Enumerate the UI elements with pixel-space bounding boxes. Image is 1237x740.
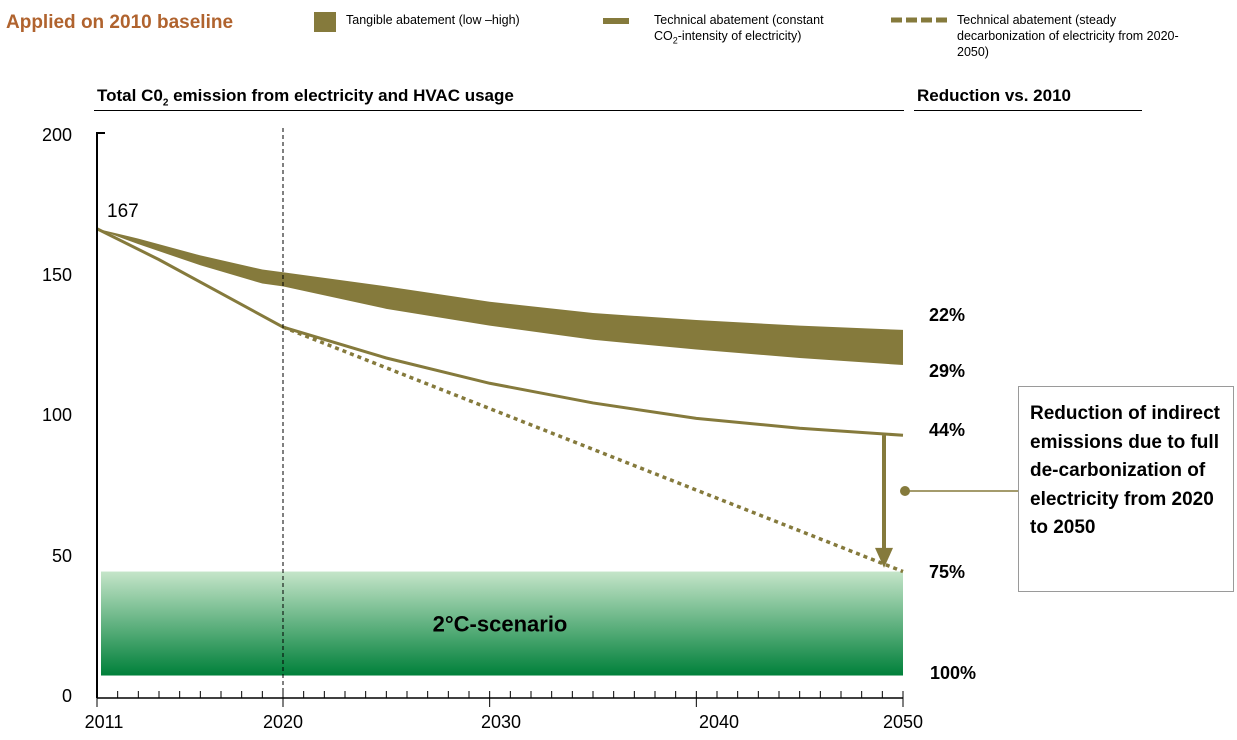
solid-abatement-line xyxy=(96,227,904,437)
reduction-arrow xyxy=(875,435,893,568)
arrow-head xyxy=(875,547,893,568)
reduction-percent-label: 22% xyxy=(929,304,966,325)
legend-line-sub: 2 xyxy=(672,35,678,46)
x-tick-label: 2040 xyxy=(698,712,740,732)
y-tick-label: 0 xyxy=(61,686,72,706)
y-tick-label: 150 xyxy=(41,265,72,285)
x-tick-label: 2050 xyxy=(882,712,924,732)
legend-line-swatch xyxy=(603,18,629,24)
reduction-percent-label: 75% xyxy=(929,561,966,582)
legend-band-swatch xyxy=(314,12,336,32)
scenario-area xyxy=(101,571,903,676)
legend-dashed-swatch xyxy=(891,17,947,23)
chart-title: Total C02 emission from electricity and … xyxy=(97,86,514,108)
legend-line-text-2: -intensity of electricity) xyxy=(677,29,802,43)
abatement-band xyxy=(97,228,903,366)
chart-title-rule xyxy=(94,110,904,111)
reduction-percent-label: 44% xyxy=(929,420,966,441)
y-tick-label: 200 xyxy=(41,125,72,145)
legend-line-co: CO xyxy=(654,29,673,43)
dotted-decarbonization-line xyxy=(282,325,904,574)
reduction-title-rule xyxy=(914,110,1142,111)
legend-line-text-1: Technical abatement (constant xyxy=(654,13,824,27)
legend-line-label: Technical abatement (constant CO2-intens… xyxy=(654,12,884,49)
legend-band-label: Tangible abatement (low –high) xyxy=(346,13,520,27)
y-tick-label: 50 xyxy=(51,546,72,566)
annotation-connector-dot xyxy=(900,486,910,496)
legend-dashed-label: Technical abatement (steady decarbonizat… xyxy=(957,13,1179,59)
axes xyxy=(96,132,904,707)
scenario-label: 2°C-scenario xyxy=(433,612,568,637)
x-tick-label: 2030 xyxy=(480,712,522,732)
x-tick-label: 2020 xyxy=(262,712,304,732)
x-tick-label: 2011 xyxy=(84,712,124,732)
chart-title-part1: Total C0 xyxy=(97,86,163,105)
y-tick-label: 100 xyxy=(41,405,72,425)
start-value-label: 167 xyxy=(107,201,139,222)
header-title: Applied on 2010 baseline xyxy=(6,12,234,33)
annotation-box: Reduction of indirect emissions due to f… xyxy=(1018,386,1234,592)
reduction-percent-label: 29% xyxy=(929,361,966,382)
chart-title-part2: emission from electricity and HVAC usage xyxy=(168,86,514,105)
reduction-percent-label: 100% xyxy=(930,663,977,684)
reduction-title: Reduction vs. 2010 xyxy=(917,86,1072,105)
chart-title-sub: 2 xyxy=(162,97,169,109)
